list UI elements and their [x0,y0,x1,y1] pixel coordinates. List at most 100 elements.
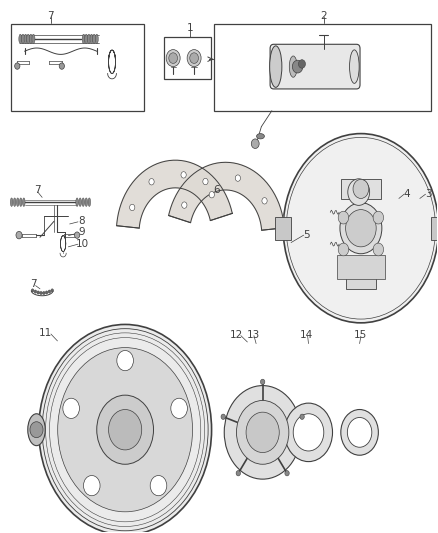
Circle shape [209,191,215,198]
Ellipse shape [27,34,30,44]
Circle shape [338,243,349,256]
Circle shape [40,292,42,295]
Bar [431,216,438,240]
Ellipse shape [21,34,25,44]
Circle shape [182,202,187,208]
Circle shape [300,414,304,419]
Ellipse shape [79,198,81,206]
Circle shape [283,134,438,323]
Circle shape [181,172,186,178]
Text: 7: 7 [30,279,37,289]
Circle shape [221,414,226,419]
Ellipse shape [24,34,27,44]
Ellipse shape [19,34,22,44]
Bar [276,216,291,240]
Ellipse shape [289,56,297,77]
Circle shape [59,63,64,69]
Bar [346,274,376,289]
Circle shape [169,53,177,63]
Text: 3: 3 [425,189,431,199]
Circle shape [117,351,134,370]
Bar [11,24,144,111]
Circle shape [63,398,79,418]
Ellipse shape [29,34,32,44]
Ellipse shape [270,46,282,87]
Polygon shape [169,163,284,230]
Circle shape [190,53,198,63]
Circle shape [45,291,48,294]
Circle shape [338,211,349,224]
Circle shape [373,243,384,256]
Circle shape [149,179,154,185]
Text: 4: 4 [403,189,410,199]
Circle shape [34,290,37,293]
Ellipse shape [13,198,16,206]
Ellipse shape [76,198,78,206]
Ellipse shape [95,34,98,44]
Text: 13: 13 [247,329,260,340]
Circle shape [373,211,384,224]
Circle shape [224,385,301,479]
Circle shape [298,60,305,68]
Circle shape [347,417,372,447]
Circle shape [37,291,39,294]
Circle shape [246,412,279,453]
Text: 11: 11 [39,328,52,338]
Circle shape [348,179,370,205]
Circle shape [236,471,240,476]
Ellipse shape [19,198,22,206]
Circle shape [237,400,289,464]
Ellipse shape [90,34,93,44]
Circle shape [285,471,289,476]
Ellipse shape [22,198,25,206]
Circle shape [235,175,240,181]
Ellipse shape [32,34,35,44]
Circle shape [353,179,369,198]
Circle shape [31,289,34,292]
Circle shape [346,209,376,247]
Circle shape [130,204,135,211]
Text: 6: 6 [213,185,220,196]
Circle shape [51,289,53,292]
Text: 2: 2 [321,11,327,21]
Text: 14: 14 [300,329,313,340]
Circle shape [48,290,51,293]
Ellipse shape [92,34,95,44]
Ellipse shape [82,34,85,44]
Circle shape [97,395,153,464]
Circle shape [292,60,303,73]
Ellipse shape [82,198,85,206]
Circle shape [42,292,45,295]
FancyBboxPatch shape [270,44,360,89]
Text: 15: 15 [354,329,367,340]
Text: 9: 9 [78,228,85,238]
Circle shape [203,179,208,185]
Circle shape [14,63,20,69]
Ellipse shape [85,34,88,44]
Text: 5: 5 [303,230,310,240]
Circle shape [74,232,80,238]
Ellipse shape [16,198,19,206]
Text: 1: 1 [187,23,193,34]
Circle shape [58,348,193,512]
Circle shape [84,475,100,496]
Circle shape [341,409,378,455]
Bar [341,179,381,199]
Bar [163,37,211,79]
Circle shape [187,50,201,67]
Circle shape [171,398,187,418]
Circle shape [39,325,212,533]
Circle shape [30,422,43,438]
Ellipse shape [87,34,90,44]
Circle shape [16,231,22,239]
Text: 12: 12 [230,329,243,340]
Text: 8: 8 [78,216,85,227]
Polygon shape [117,160,232,228]
Bar [214,24,431,111]
Circle shape [340,203,382,254]
Circle shape [109,409,142,450]
Text: 7: 7 [48,11,54,21]
Text: 10: 10 [76,239,89,248]
Circle shape [150,475,167,496]
Bar [337,255,385,279]
